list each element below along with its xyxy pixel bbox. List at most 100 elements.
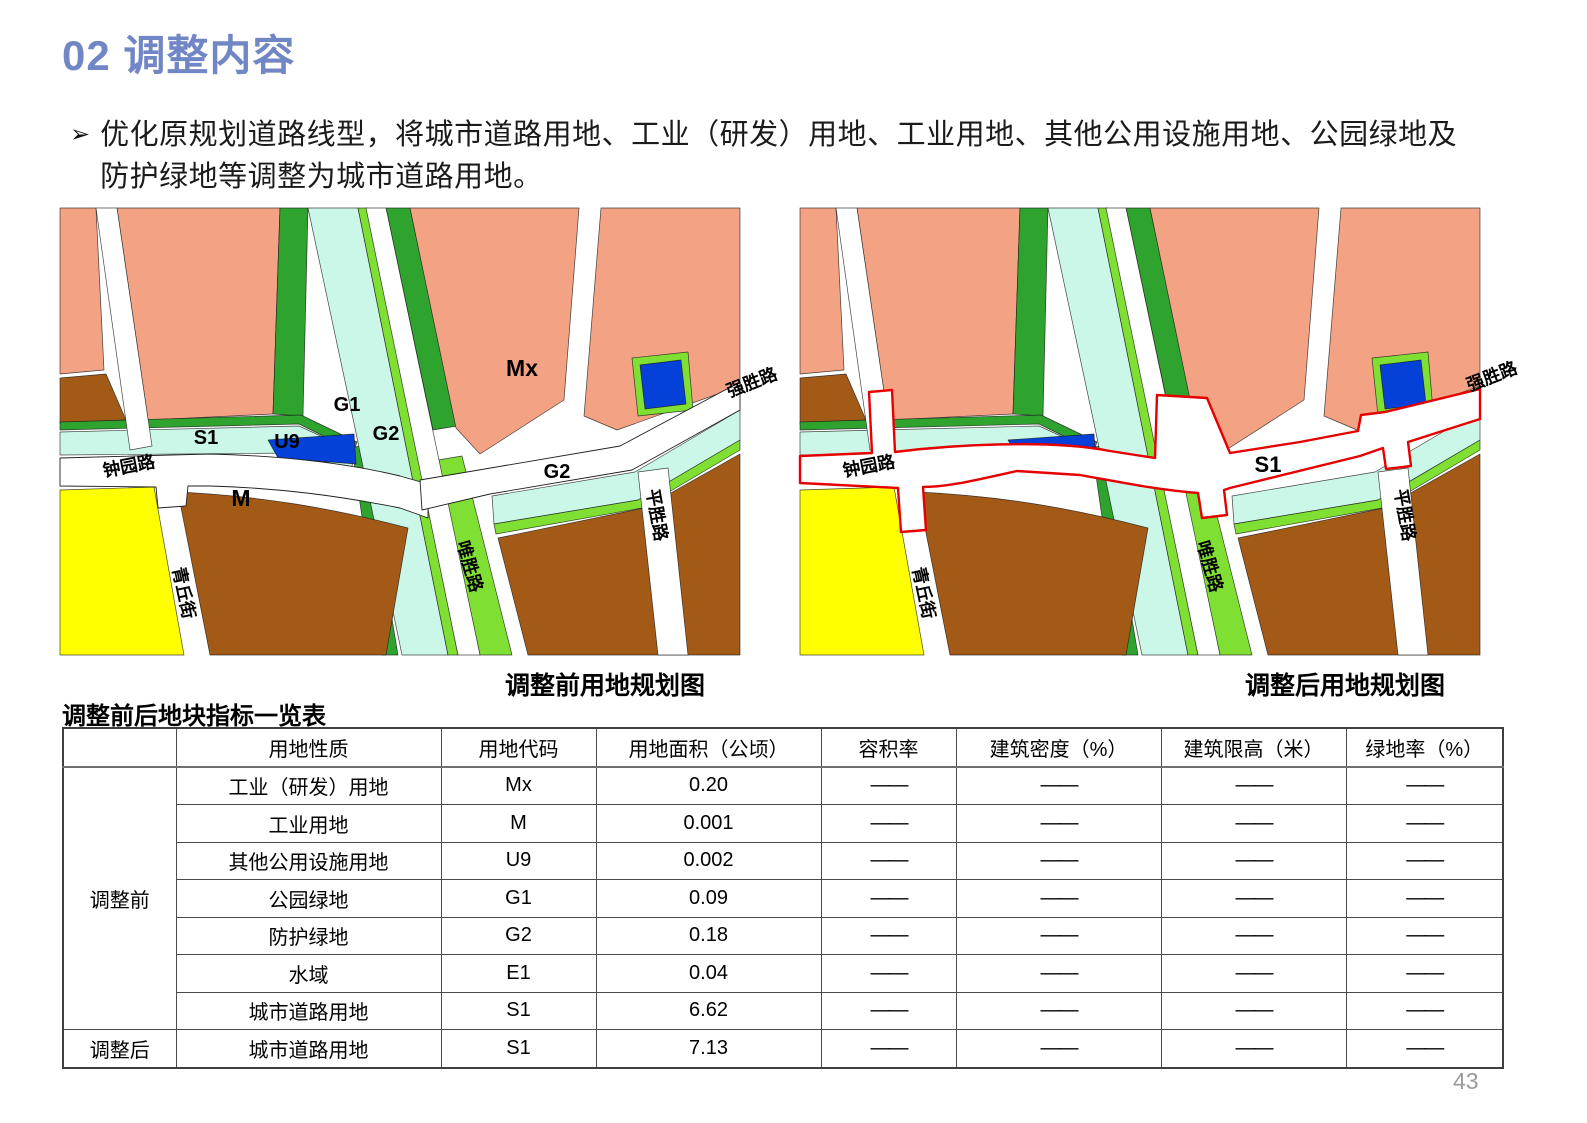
table-cell: S1 bbox=[440, 1029, 597, 1068]
parcel-industrial-research bbox=[59, 207, 105, 375]
table-row: 城市道路用地 S1 6.62 —— —— —— —— bbox=[63, 991, 1504, 1030]
table-cell: —— bbox=[1160, 916, 1347, 955]
table-row: 其他公用设施用地 U9 0.002 —— —— —— —— bbox=[63, 841, 1504, 880]
table-cell: 0.002 bbox=[595, 841, 822, 880]
table-cell: —— bbox=[820, 879, 957, 918]
table-cell: 7.13 bbox=[595, 1029, 822, 1068]
table-cell: E1 bbox=[440, 954, 597, 993]
parcel-industrial-research bbox=[409, 207, 580, 455]
table-cell: 城市道路用地 bbox=[175, 1029, 442, 1068]
parcel-yellow bbox=[799, 486, 925, 656]
map-label-g2-west: G2 bbox=[373, 423, 400, 445]
table-header-cell: 用地代码 bbox=[440, 727, 597, 768]
table-cell: Mx bbox=[440, 766, 597, 805]
table-cell: —— bbox=[820, 954, 957, 993]
table-cell: 防护绿地 bbox=[175, 916, 442, 955]
parcel-yellow bbox=[59, 486, 185, 656]
indicator-table: 用地性质 用地代码 用地面积（公顷） 容积率 建筑密度（%） 建筑限高（米） 绿地率（%）调… bbox=[62, 727, 1504, 1069]
table-cell: 工业（研发）用地 bbox=[175, 766, 442, 805]
parcel-utility bbox=[1379, 359, 1427, 410]
road bbox=[1377, 467, 1429, 656]
table-cell: —— bbox=[1345, 766, 1504, 805]
table-cell: —— bbox=[1345, 954, 1504, 993]
table-cell: —— bbox=[1345, 916, 1504, 955]
table-cell: 公园绿地 bbox=[175, 879, 442, 918]
table-cell: —— bbox=[955, 766, 1162, 805]
road-s1-west bbox=[59, 453, 429, 519]
table-cell: —— bbox=[1160, 879, 1347, 918]
table-cell: —— bbox=[1160, 991, 1347, 1030]
table-row: 水域 E1 0.04 —— —— —— —— bbox=[63, 954, 1504, 993]
map-label-u9: U9 bbox=[274, 431, 300, 453]
table-cell: 其他公用设施用地 bbox=[175, 841, 442, 880]
parcel-industrial-research bbox=[799, 207, 845, 375]
table-cell: —— bbox=[1345, 804, 1504, 843]
table-cell: 城市道路用地 bbox=[175, 991, 442, 1030]
table-row: 调整后 城市道路用地 S1 7.13 —— —— —— —— bbox=[62, 1029, 1504, 1068]
map-label-m: M bbox=[231, 485, 250, 511]
table-cell: 6.62 bbox=[595, 991, 822, 1030]
table-cell: —— bbox=[820, 991, 957, 1030]
table-header-cell: 用地性质 bbox=[175, 727, 442, 768]
road bbox=[637, 467, 689, 656]
table-cell: 0.09 bbox=[595, 879, 822, 918]
table-cell: —— bbox=[1345, 879, 1504, 918]
table-group-label: 调整后 bbox=[62, 1029, 177, 1068]
table-cell: —— bbox=[1160, 954, 1347, 993]
table-cell: 工业用地 bbox=[175, 804, 442, 843]
bullet-text: 优化原规划道路线型，将城市道路用地、工业（研发）用地、工业用地、其他公用设施用地… bbox=[100, 119, 1458, 193]
table-cell: —— bbox=[1160, 804, 1347, 843]
table-cell: —— bbox=[1345, 841, 1504, 880]
table-cell: —— bbox=[820, 841, 957, 880]
table-header-cell: 绿地率（%） bbox=[1345, 727, 1504, 768]
table-row: 工业用地 M 0.001 —— —— —— —— bbox=[63, 804, 1504, 843]
table-cell: —— bbox=[955, 991, 1162, 1030]
table-cell: 0.001 bbox=[595, 804, 822, 843]
table-header-row: 用地性质 用地代码 用地面积（公顷） 容积率 建筑密度（%） 建筑限高（米） 绿地率（%） bbox=[62, 727, 1504, 768]
table-group-label: 调整前 bbox=[62, 766, 177, 1030]
table-cell: —— bbox=[1345, 991, 1504, 1030]
table-header-cell: 建筑密度（%） bbox=[955, 727, 1162, 768]
table-cell: —— bbox=[1345, 1029, 1504, 1068]
table-cell: —— bbox=[1160, 766, 1347, 805]
green-protective-strip bbox=[493, 439, 741, 535]
parcel-industrial bbox=[177, 491, 409, 656]
parcel-utility bbox=[267, 433, 357, 465]
parcel-utility bbox=[639, 359, 687, 410]
table-cell: —— bbox=[955, 879, 1162, 918]
table-cell: M bbox=[440, 804, 597, 843]
table-header-cell: 建筑限高（米） bbox=[1160, 727, 1347, 768]
map-caption-after: 调整后用地规划图 bbox=[1245, 672, 1446, 700]
bullet-item: ➢ 优化原规划道路线型，将城市道路用地、工业（研发）用地、工业用地、其他公用设施… bbox=[70, 114, 1540, 198]
table-cell: 水域 bbox=[175, 954, 442, 993]
green-protective-strip bbox=[1233, 439, 1481, 535]
map-label-g1: G1 bbox=[334, 394, 361, 416]
table-cell: —— bbox=[1160, 841, 1347, 880]
road-s1-east bbox=[419, 381, 741, 511]
road bbox=[95, 207, 153, 451]
water-strip bbox=[307, 207, 449, 656]
table-cell: —— bbox=[955, 841, 1162, 880]
water-strip bbox=[1047, 207, 1189, 656]
table-cell: —— bbox=[955, 1029, 1162, 1068]
table-row: 防护绿地 G2 0.18 —— —— —— —— bbox=[63, 916, 1504, 955]
map-label-s1: S1 bbox=[194, 427, 218, 449]
bullet-arrow-icon: ➢ bbox=[70, 121, 91, 148]
road-s1-adjusted-red-outline bbox=[798, 387, 1482, 534]
page-title: 02 调整内容 bbox=[62, 32, 296, 79]
table-cell: —— bbox=[955, 804, 1162, 843]
map-caption-before: 调整前用地规划图 bbox=[505, 672, 706, 700]
table-row: 调整前 工业（研发）用地 Mx 0.20 —— —— —— —— bbox=[62, 766, 1504, 1030]
table-cell: U9 bbox=[440, 841, 597, 880]
table-cell: —— bbox=[820, 766, 957, 805]
table-cell: —— bbox=[820, 1029, 957, 1068]
table-cell: —— bbox=[955, 916, 1162, 955]
table-title: 调整前后地块指标一览表 bbox=[62, 703, 326, 730]
parcel-industrial-research bbox=[1149, 207, 1320, 455]
table-cell: G2 bbox=[440, 916, 597, 955]
map-label-mx: Mx bbox=[506, 355, 538, 381]
table-cell: —— bbox=[820, 916, 957, 955]
